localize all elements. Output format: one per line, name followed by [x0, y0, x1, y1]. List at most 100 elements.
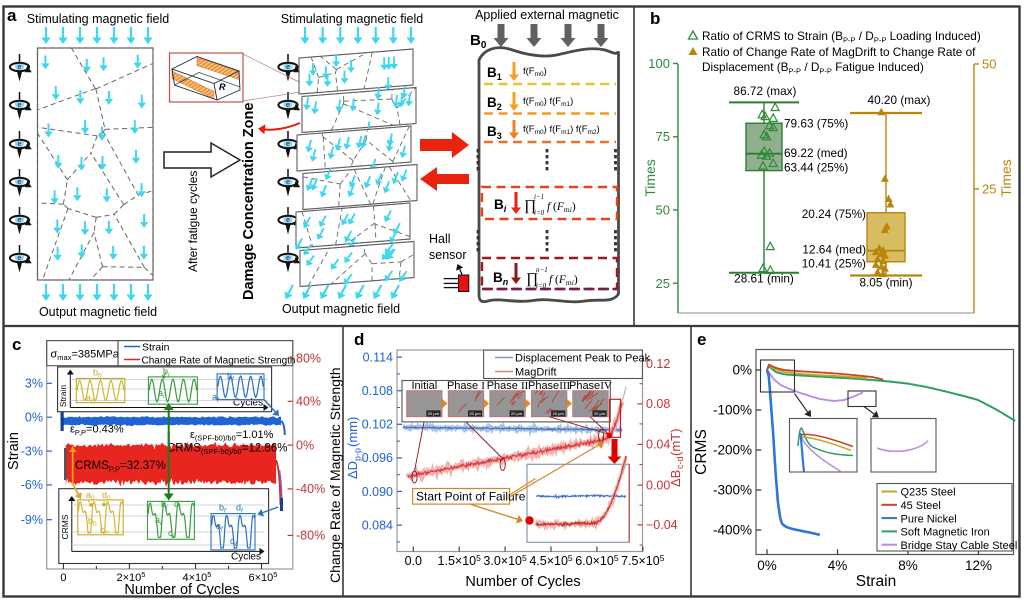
svg-text:i: i: [179, 504, 181, 511]
svg-text:a: a: [212, 392, 217, 402]
svg-text:0: 0: [91, 495, 95, 502]
svg-text:Cycles: Cycles: [233, 398, 263, 409]
svg-text:0%: 0%: [296, 438, 314, 452]
svg-text:6.0×105: 6.0×105: [575, 553, 619, 568]
svg-text:-3%: -3%: [21, 444, 43, 458]
svg-text:b: b: [88, 516, 93, 526]
svg-text:(Fmi): (Fmi): [553, 201, 576, 214]
svg-text:p-p: p-p: [353, 448, 363, 461]
svg-text:b: b: [219, 503, 224, 513]
svg-text:28.61 (min): 28.61 (min): [734, 272, 794, 286]
svg-text:Number of Cycles: Number of Cycles: [465, 574, 580, 590]
svg-text:e: e: [286, 253, 290, 262]
svg-text:Number of Cycles: Number of Cycles: [124, 582, 239, 598]
svg-text:6×105: 6×105: [249, 570, 278, 584]
svg-text:-6%: -6%: [21, 478, 43, 492]
svg-text:e: e: [17, 139, 21, 148]
svg-text:i=0: i=0: [534, 209, 545, 217]
svg-text:-400%: -400%: [713, 523, 752, 538]
svg-text:i: i: [168, 372, 170, 379]
svg-text:d: d: [236, 503, 241, 513]
svg-text:-300%: -300%: [713, 483, 752, 498]
svg-text:e: e: [17, 62, 21, 71]
svg-text:0: 0: [105, 530, 109, 537]
svg-text:0%: 0%: [757, 558, 777, 573]
svg-text:12.64 (med): 12.64 (med): [802, 243, 866, 257]
svg-text:c: c: [12, 335, 21, 354]
svg-text:50: 50: [982, 57, 996, 72]
svg-text:b: b: [161, 499, 166, 509]
svg-text:0.102: 0.102: [362, 418, 393, 432]
svg-text:0.12: 0.12: [646, 357, 670, 371]
svg-text:Start Point of Failure: Start Point of Failure: [416, 490, 526, 504]
svg-text:i: i: [166, 504, 168, 511]
svg-text:75: 75: [656, 129, 670, 144]
svg-text:2×105: 2×105: [117, 570, 146, 584]
svg-text:0.108: 0.108: [362, 384, 393, 398]
svg-text:a: a: [155, 515, 160, 525]
svg-text:45 Steel: 45 Steel: [901, 500, 941, 512]
svg-text:0%: 0%: [732, 363, 752, 378]
svg-text:0: 0: [98, 373, 102, 380]
svg-text:PhaseIII: PhaseIII: [528, 380, 571, 392]
svg-text:Phase II: Phase II: [487, 380, 529, 392]
svg-text:8.05 (min): 8.05 (min): [859, 276, 912, 290]
svg-text:ΔD: ΔD: [345, 461, 360, 479]
svg-text:20.24 (75%): 20.24 (75%): [802, 207, 866, 221]
svg-text:-200%: -200%: [713, 443, 752, 458]
svg-text:a: a: [7, 6, 17, 25]
svg-text:f: f: [217, 397, 220, 404]
svg-text:d: d: [102, 490, 107, 500]
svg-text:69.22 (med): 69.22 (med): [784, 146, 848, 160]
svg-text:PhaseIV: PhaseIV: [569, 380, 612, 392]
svg-text:CRMS(SPF-b0)/b0=12.86%: CRMS(SPF-b0)/b0=12.86%: [167, 443, 287, 457]
svg-text:Displacement Peak to Peak: Displacement Peak to Peak: [515, 353, 651, 365]
svg-text:40%: 40%: [296, 395, 321, 409]
svg-text:∏: ∏: [524, 198, 536, 214]
svg-text:20 μm: 20 μm: [511, 411, 523, 416]
svg-text:c: c: [168, 528, 173, 538]
svg-text:Output magnetic field: Output magnetic field: [282, 302, 400, 316]
svg-text:(mT): (mT): [668, 429, 683, 456]
svg-text:Stimulating magnetic field: Stimulating magnetic field: [27, 12, 169, 26]
svg-text:Strain: Strain: [6, 432, 22, 470]
svg-text:0.096: 0.096: [362, 451, 393, 465]
svg-text:0%: 0%: [25, 411, 43, 425]
svg-text:-40%: -40%: [296, 482, 325, 496]
svg-text:c-d: c-d: [675, 456, 685, 469]
svg-text:b: b: [650, 9, 660, 28]
svg-text:Ratio of CRMS to Strain (BP-P: Ratio of CRMS to Strain (BP-P / DP-P Loa…: [702, 29, 981, 45]
svg-text:0: 0: [91, 398, 95, 405]
svg-text:Initial: Initial: [411, 380, 437, 392]
svg-text:f: f: [235, 541, 238, 548]
svg-text:3.0×105: 3.0×105: [483, 553, 527, 568]
svg-text:CRMSP,P=32.37%: CRMSP,P=32.37%: [75, 460, 166, 474]
svg-text:7.5×105: 7.5×105: [621, 553, 665, 568]
svg-text:e: e: [17, 177, 21, 186]
svg-text:50: 50: [656, 203, 670, 218]
svg-text:e: e: [286, 100, 290, 109]
svg-text:∏: ∏: [526, 271, 538, 287]
svg-text:0.084: 0.084: [362, 518, 393, 532]
svg-text:i−1: i−1: [534, 193, 544, 201]
svg-text:(mm): (mm): [345, 417, 360, 447]
svg-text:Ratio of Change Rate of MagDri: Ratio of Change Rate of MagDrift to Chan…: [702, 45, 976, 59]
svg-text:Stimulating magnetic field: Stimulating magnetic field: [281, 12, 423, 26]
svg-text:Hall: Hall: [429, 232, 451, 246]
svg-text:a: a: [216, 521, 221, 531]
svg-text:i: i: [173, 533, 175, 540]
svg-text:100: 100: [648, 56, 670, 71]
svg-text:e: e: [286, 139, 290, 148]
svg-text:0: 0: [93, 521, 97, 528]
svg-text:Pure Nickel: Pure Nickel: [901, 513, 957, 525]
svg-text:Phase I: Phase I: [447, 380, 485, 392]
svg-text:a: a: [86, 490, 91, 500]
svg-text:e: e: [697, 330, 706, 349]
svg-text:e: e: [286, 215, 290, 224]
svg-text:Cycles: Cycles: [231, 552, 261, 563]
svg-text:f: f: [221, 526, 224, 533]
svg-text:Strain: Strain: [142, 342, 170, 354]
svg-text:20 μm: 20 μm: [469, 411, 481, 416]
svg-text:c: c: [230, 536, 235, 546]
svg-text:4×105: 4×105: [183, 570, 212, 584]
